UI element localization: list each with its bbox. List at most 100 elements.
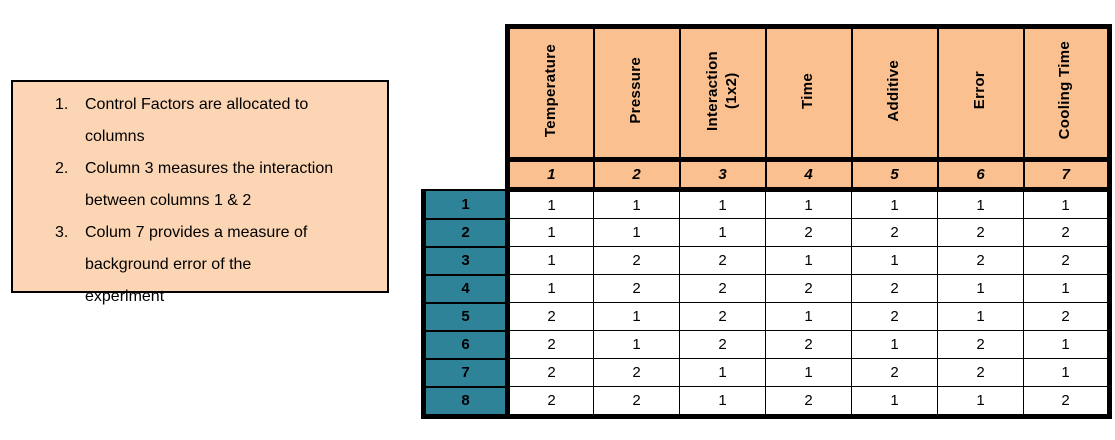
level-cell: 1 — [851, 386, 938, 419]
level-cell: 2 — [765, 330, 852, 359]
level-cell: 2 — [851, 358, 938, 387]
level-cell: 2 — [507, 302, 594, 331]
level-cell: 1 — [593, 302, 680, 331]
level-cell: 1 — [937, 302, 1024, 331]
level-cell: 2 — [593, 246, 680, 275]
level-cell: 2 — [679, 302, 766, 331]
column-header-cell: Cooling Time — [1022, 24, 1112, 162]
column-header-cell: Additive — [850, 24, 939, 162]
column-number-cell: 5 — [850, 158, 939, 192]
column-header-label: Temperature — [541, 43, 559, 138]
table-row: 4 1 2 2 2 2 1 1 — [421, 273, 1112, 304]
run-number-cell: 1 — [421, 188, 510, 220]
level-cell: 2 — [937, 330, 1024, 359]
column-number-cell: 7 — [1022, 158, 1112, 192]
note-item-number: 3. — [55, 224, 69, 241]
table-row: 1 1 1 1 1 1 1 1 — [421, 188, 1112, 220]
level-cell: 2 — [593, 274, 680, 303]
level-cell: 2 — [765, 218, 852, 247]
level-cell: 2 — [1023, 386, 1112, 419]
column-header-cell: Pressure — [592, 24, 681, 162]
level-cell: 1 — [765, 302, 852, 331]
table-row: 7 2 2 1 1 2 2 1 — [421, 357, 1112, 388]
level-cell: 1 — [679, 386, 766, 419]
level-cell: 1 — [851, 189, 938, 219]
level-cell: 2 — [937, 358, 1024, 387]
note-item: 2. Column 3 measures the interaction bet… — [13, 153, 387, 217]
level-cell: 2 — [851, 218, 938, 247]
notes-box: 1. Control Factors are allocated to colu… — [11, 80, 389, 305]
run-number-cell: 3 — [421, 245, 510, 276]
level-cell: 1 — [1023, 189, 1112, 219]
level-cell: 2 — [593, 358, 680, 387]
column-header-cell: Temperature — [505, 24, 595, 162]
table-row: 3 1 2 2 1 1 2 2 — [421, 245, 1112, 276]
level-cell: 1 — [679, 218, 766, 247]
table-row: 6 2 1 2 2 1 2 1 — [421, 329, 1112, 360]
level-cell: 1 — [507, 246, 594, 275]
level-cell: 2 — [507, 330, 594, 359]
level-cell: 1 — [765, 246, 852, 275]
orthogonal-array-table: Temperature Pressure Interaction (1x2) T… — [421, 24, 1112, 419]
column-number-cell: 3 — [678, 158, 767, 192]
note-item-text: Colum 7 provides a measure of background… — [85, 224, 308, 305]
level-cell: 2 — [593, 386, 680, 419]
level-cell: 2 — [507, 386, 594, 419]
level-cell: 2 — [937, 218, 1024, 247]
level-cell: 2 — [679, 330, 766, 359]
level-cell: 2 — [679, 246, 766, 275]
level-cell: 1 — [679, 189, 766, 219]
column-number-cell: 1 — [505, 158, 595, 192]
level-cell: 1 — [593, 218, 680, 247]
run-number-cell: 2 — [421, 217, 510, 248]
level-cell: 1 — [507, 218, 594, 247]
column-header-label: Pressure — [627, 57, 645, 124]
column-header-label: Cooling Time — [1056, 41, 1074, 140]
column-number-cell: 4 — [764, 158, 853, 192]
level-cell: 2 — [1023, 218, 1112, 247]
column-header-cell: Error — [936, 24, 1025, 162]
note-item-text: Column 3 measures the interaction betwee… — [85, 160, 334, 209]
level-cell: 1 — [1023, 274, 1112, 303]
note-item-number: 1. — [55, 96, 69, 113]
level-cell: 2 — [937, 246, 1024, 275]
level-cell: 1 — [937, 189, 1024, 219]
level-cell: 1 — [593, 330, 680, 359]
column-header-label: Error — [971, 71, 989, 110]
level-cell: 2 — [1023, 246, 1112, 275]
column-header-label: Additive — [885, 59, 903, 122]
run-number-cell: 8 — [421, 385, 510, 419]
table-row: 5 2 1 2 1 2 1 2 — [421, 301, 1112, 332]
note-item-number: 2. — [55, 160, 69, 177]
level-cell: 1 — [1023, 330, 1112, 359]
level-cell: 1 — [851, 246, 938, 275]
run-number-cell: 5 — [421, 301, 510, 332]
level-cell: 1 — [507, 274, 594, 303]
table-row: 2 1 1 1 2 2 2 2 — [421, 217, 1112, 248]
level-cell: 1 — [765, 358, 852, 387]
level-cell: 1 — [851, 330, 938, 359]
note-item: 3. Colum 7 provides a measure of backgro… — [13, 217, 387, 313]
level-cell: 2 — [765, 274, 852, 303]
level-cell: 2 — [679, 274, 766, 303]
level-cell: 2 — [765, 386, 852, 419]
note-item: 1. Control Factors are allocated to colu… — [13, 89, 387, 153]
note-item-text: Control Factors are allocated to columns — [85, 96, 309, 145]
level-cell: 1 — [507, 189, 594, 219]
level-cell: 2 — [851, 302, 938, 331]
level-cell: 1 — [937, 274, 1024, 303]
level-cell: 2 — [1023, 302, 1112, 331]
spacer-cell — [424, 27, 508, 160]
column-header-label: Time — [799, 72, 817, 109]
run-number-cell: 4 — [421, 273, 510, 304]
column-header-cell: Time — [764, 24, 853, 162]
table-row: 8 2 2 1 2 1 1 2 — [421, 385, 1112, 419]
spacer-cell — [424, 160, 508, 190]
column-header-cell: Interaction (1x2) — [678, 24, 767, 162]
column-header-label: Interaction (1x2) — [703, 50, 740, 131]
level-cell: 1 — [1023, 358, 1112, 387]
level-cell: 1 — [765, 189, 852, 219]
level-cell: 2 — [851, 274, 938, 303]
run-number-cell: 6 — [421, 329, 510, 360]
